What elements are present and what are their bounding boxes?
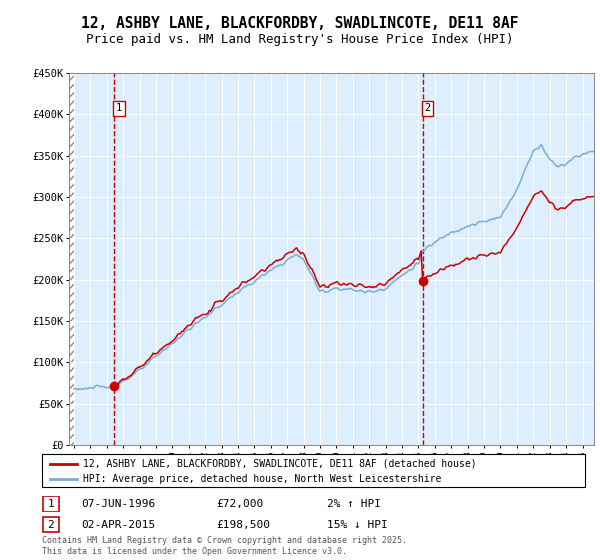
Text: 12, ASHBY LANE, BLACKFORDBY, SWADLINCOTE, DE11 8AF (detached house): 12, ASHBY LANE, BLACKFORDBY, SWADLINCOTE… <box>83 459 476 469</box>
Bar <box>69 73 74 445</box>
Text: 2: 2 <box>424 103 431 113</box>
Text: 1: 1 <box>116 103 122 113</box>
Text: 02-APR-2015: 02-APR-2015 <box>81 520 155 530</box>
Text: Contains HM Land Registry data © Crown copyright and database right 2025.
This d: Contains HM Land Registry data © Crown c… <box>42 536 407 556</box>
Text: HPI: Average price, detached house, North West Leicestershire: HPI: Average price, detached house, Nort… <box>83 474 441 484</box>
Text: 12, ASHBY LANE, BLACKFORDBY, SWADLINCOTE, DE11 8AF: 12, ASHBY LANE, BLACKFORDBY, SWADLINCOTE… <box>81 16 519 31</box>
Text: 15% ↓ HPI: 15% ↓ HPI <box>327 520 388 530</box>
Text: 1: 1 <box>47 499 55 509</box>
Text: £72,000: £72,000 <box>216 499 263 509</box>
Text: £198,500: £198,500 <box>216 520 270 530</box>
Text: 2% ↑ HPI: 2% ↑ HPI <box>327 499 381 509</box>
Text: 07-JUN-1996: 07-JUN-1996 <box>81 499 155 509</box>
Text: 2: 2 <box>47 520 55 530</box>
Text: Price paid vs. HM Land Registry's House Price Index (HPI): Price paid vs. HM Land Registry's House … <box>86 32 514 46</box>
